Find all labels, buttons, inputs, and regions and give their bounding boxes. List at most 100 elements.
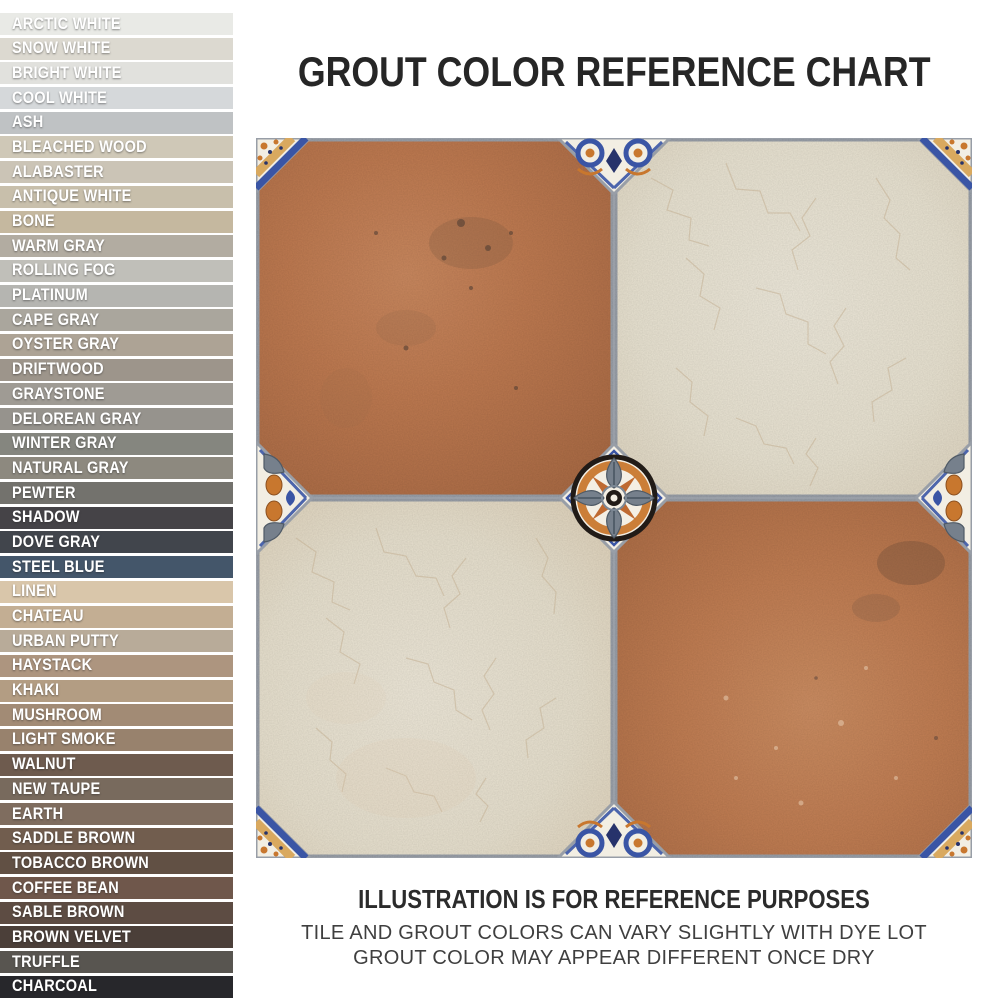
swatch-label: BROWN VELVET: [12, 927, 132, 946]
swatch-label: PLATINUM: [12, 286, 89, 305]
swatch-label: CHARCOAL: [12, 977, 98, 996]
footer-heading: ILLUSTRATION IS FOR REFERENCE PURPOSES: [240, 884, 988, 914]
octagon-tile-terracotta-tl: [256, 138, 614, 498]
swatch-label: BRIGHT WHITE: [12, 63, 122, 82]
swatch-label: BLEACHED WOOD: [12, 137, 147, 156]
corner-ornament-tl: [256, 138, 313, 195]
tile-pattern-svg: [256, 138, 972, 858]
footer-note-1: TILE AND GROUT COLORS CAN VARY SLIGHTLY …: [301, 922, 927, 944]
swatch-row: WARM GRAY: [0, 235, 233, 258]
swatch-row: COOL WHITE: [0, 87, 233, 110]
swatch-row: WALNUT: [0, 753, 233, 776]
swatch-row: SABLE BROWN: [0, 901, 233, 924]
swatch-label: COOL WHITE: [12, 88, 108, 107]
swatch-row: ARCTIC WHITE: [0, 13, 233, 35]
swatch-row: BROWN VELVET: [0, 926, 233, 949]
swatch-row: URBAN PUTTY: [0, 630, 233, 653]
swatch-row: DELOREAN GRAY: [0, 408, 233, 430]
swatch-row: MUSHROOM: [0, 704, 233, 727]
swatch-row: PEWTER: [0, 482, 233, 505]
swatch-label: CHATEAU: [12, 607, 84, 625]
tile-illustration: [256, 138, 972, 858]
swatch-row: BONE: [0, 210, 233, 233]
swatch-label: SADDLE BROWN: [12, 829, 136, 848]
swatch-label: COFFEE BEAN: [12, 878, 119, 897]
swatch-row: BRIGHT WHITE: [0, 62, 233, 85]
swatch-label: ALABASTER: [12, 162, 104, 181]
swatch-row: ROLLING FOG: [0, 259, 233, 282]
swatch-label: EARTH: [12, 804, 64, 823]
swatch-row: PLATINUM: [0, 284, 233, 307]
swatch-row: NEW TAUPE: [0, 778, 233, 801]
swatch-label: SNOW WHITE: [12, 39, 111, 58]
swatch-label: WALNUT: [12, 755, 76, 774]
swatch-label: WINTER GRAY: [12, 434, 117, 453]
terracotta-blemishes-tl: [320, 217, 518, 428]
edge-ornament-top: [555, 138, 673, 197]
swatch-label: STEEL BLUE: [12, 557, 105, 576]
swatch-label: TOBACCO BROWN: [12, 853, 150, 872]
medallion-leaves: [573, 457, 655, 539]
swatch-label: WARM GRAY: [12, 236, 106, 255]
swatch-row: DOVE GRAY: [0, 531, 233, 554]
swatch-label: GRAYSTONE: [12, 384, 105, 403]
swatch-label: MUSHROOM: [12, 705, 103, 724]
swatch-label: SHADOW: [12, 508, 80, 527]
swatch-row: DRIFTWOOD: [0, 358, 233, 381]
terracotta-blemishes-br: [723, 541, 945, 806]
crackle-lines-bl: [295, 527, 557, 823]
footer-heading-text: ILLUSTRATION IS FOR REFERENCE PURPOSES: [358, 884, 870, 914]
swatch-label: ARCTIC WHITE: [12, 14, 121, 33]
swatch-label: BONE: [12, 212, 56, 230]
swatch-row: BLEACHED WOOD: [0, 136, 233, 159]
swatch-row: HAYSTACK: [0, 654, 233, 677]
swatch-row: CAPE GRAY: [0, 309, 233, 332]
swatch-row: SNOW WHITE: [0, 37, 233, 60]
swatch-label: OYSTER GRAY: [12, 335, 120, 354]
swatch-row: LINEN: [0, 580, 233, 603]
page-title: GROUT COLOR REFERENCE CHART: [240, 48, 988, 96]
swatch-label: URBAN PUTTY: [12, 631, 119, 650]
swatch-row: WINTER GRAY: [0, 432, 233, 455]
edge-ornament-left: [256, 439, 315, 557]
swatch-row: SADDLE BROWN: [0, 827, 233, 850]
swatch-row: STEEL BLUE: [0, 556, 233, 579]
swatch-label: LIGHT SMOKE: [12, 730, 116, 749]
swatch-row: ALABASTER: [0, 161, 233, 184]
grout-color-list: ARCTIC WHITE SNOW WHITE BRIGHT WHITE COOL W…: [0, 13, 233, 1001]
swatch-label: DRIFTWOOD: [12, 360, 104, 379]
swatch-row: COFFEE BEAN: [0, 877, 233, 900]
swatch-label: NEW TAUPE: [12, 779, 101, 798]
footer-note-2: GROUT COLOR MAY APPEAR DIFFERENT ONCE DR…: [353, 947, 875, 969]
swatch-label: HAYSTACK: [12, 656, 93, 675]
swatch-label: TRUFFLE: [12, 952, 80, 971]
octagon-tile-cream-tr: [614, 138, 972, 498]
swatch-label: ASH: [12, 113, 44, 132]
footer: ILLUSTRATION IS FOR REFERENCE PURPOSES T…: [240, 884, 988, 971]
swatch-row: SHADOW: [0, 506, 233, 529]
swatch-label: SABLE BROWN: [12, 903, 125, 922]
swatch-row: GRAYSTONE: [0, 383, 233, 406]
swatch-label: DOVE GRAY: [12, 532, 101, 551]
swatch-row: NATURAL GRAY: [0, 457, 233, 480]
center-medallion: [558, 442, 670, 554]
swatch-label: PEWTER: [12, 483, 76, 502]
swatch-row: OYSTER GRAY: [0, 333, 233, 356]
swatch-label: KHAKI: [12, 681, 60, 700]
medallion-orange-arms: [592, 476, 636, 520]
swatch-label: NATURAL GRAY: [12, 458, 129, 477]
swatch-label: LINEN: [12, 582, 57, 601]
swatch-row: EARTH: [0, 803, 233, 825]
crackle-lines-tr: [650, 162, 911, 487]
swatch-row: TRUFFLE: [0, 951, 233, 974]
swatch-label: CAPE GRAY: [12, 310, 100, 329]
swatch-row: TOBACCO BROWN: [0, 852, 233, 875]
swatch-label: DELOREAN GRAY: [12, 409, 142, 428]
page-title-text: GROUT COLOR REFERENCE CHART: [297, 48, 931, 95]
swatch-row: LIGHT SMOKE: [0, 728, 233, 751]
swatch-label: ROLLING FOG: [12, 261, 116, 280]
swatch-row: ASH: [0, 111, 233, 134]
swatch-row: CHATEAU: [0, 605, 233, 628]
swatch-row: ANTIQUE WHITE: [0, 185, 233, 208]
